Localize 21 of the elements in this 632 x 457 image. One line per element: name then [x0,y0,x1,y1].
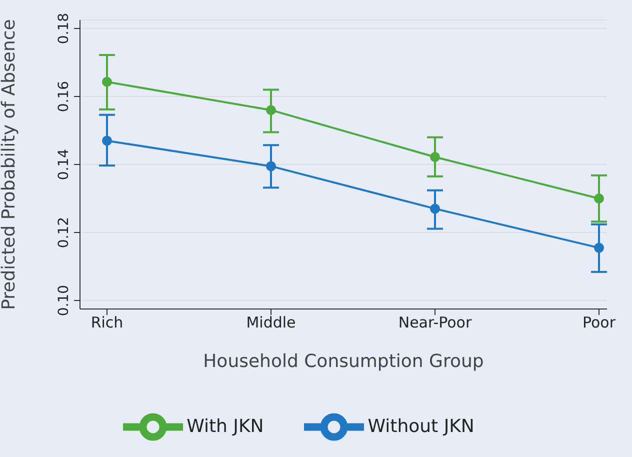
point [430,204,440,214]
point [266,105,276,116]
y-tick-label: 0.16 [56,80,72,112]
x-axis-title: Household Consumption Group [203,351,484,372]
y-tick-label: 0.10 [56,284,72,316]
x-tick-label: Rich [90,314,124,332]
x-tick-label: Near-Poor [398,314,472,332]
point [102,76,112,87]
point [430,152,440,162]
x-tick-label: Middle [246,314,296,332]
point [266,161,276,172]
legend-label: With JKN [186,416,264,437]
y-tick-label: 0.12 [56,216,72,248]
point [102,136,112,146]
y-tick-label: 0.14 [56,148,72,180]
point [594,242,604,253]
y-axis-title: Predicted Probability of Absence [0,19,20,310]
x-tick-label: Poor [582,314,616,332]
point [594,194,604,204]
y-tick-label: 0.18 [56,12,72,44]
legend-label: Without JKN [368,416,474,437]
